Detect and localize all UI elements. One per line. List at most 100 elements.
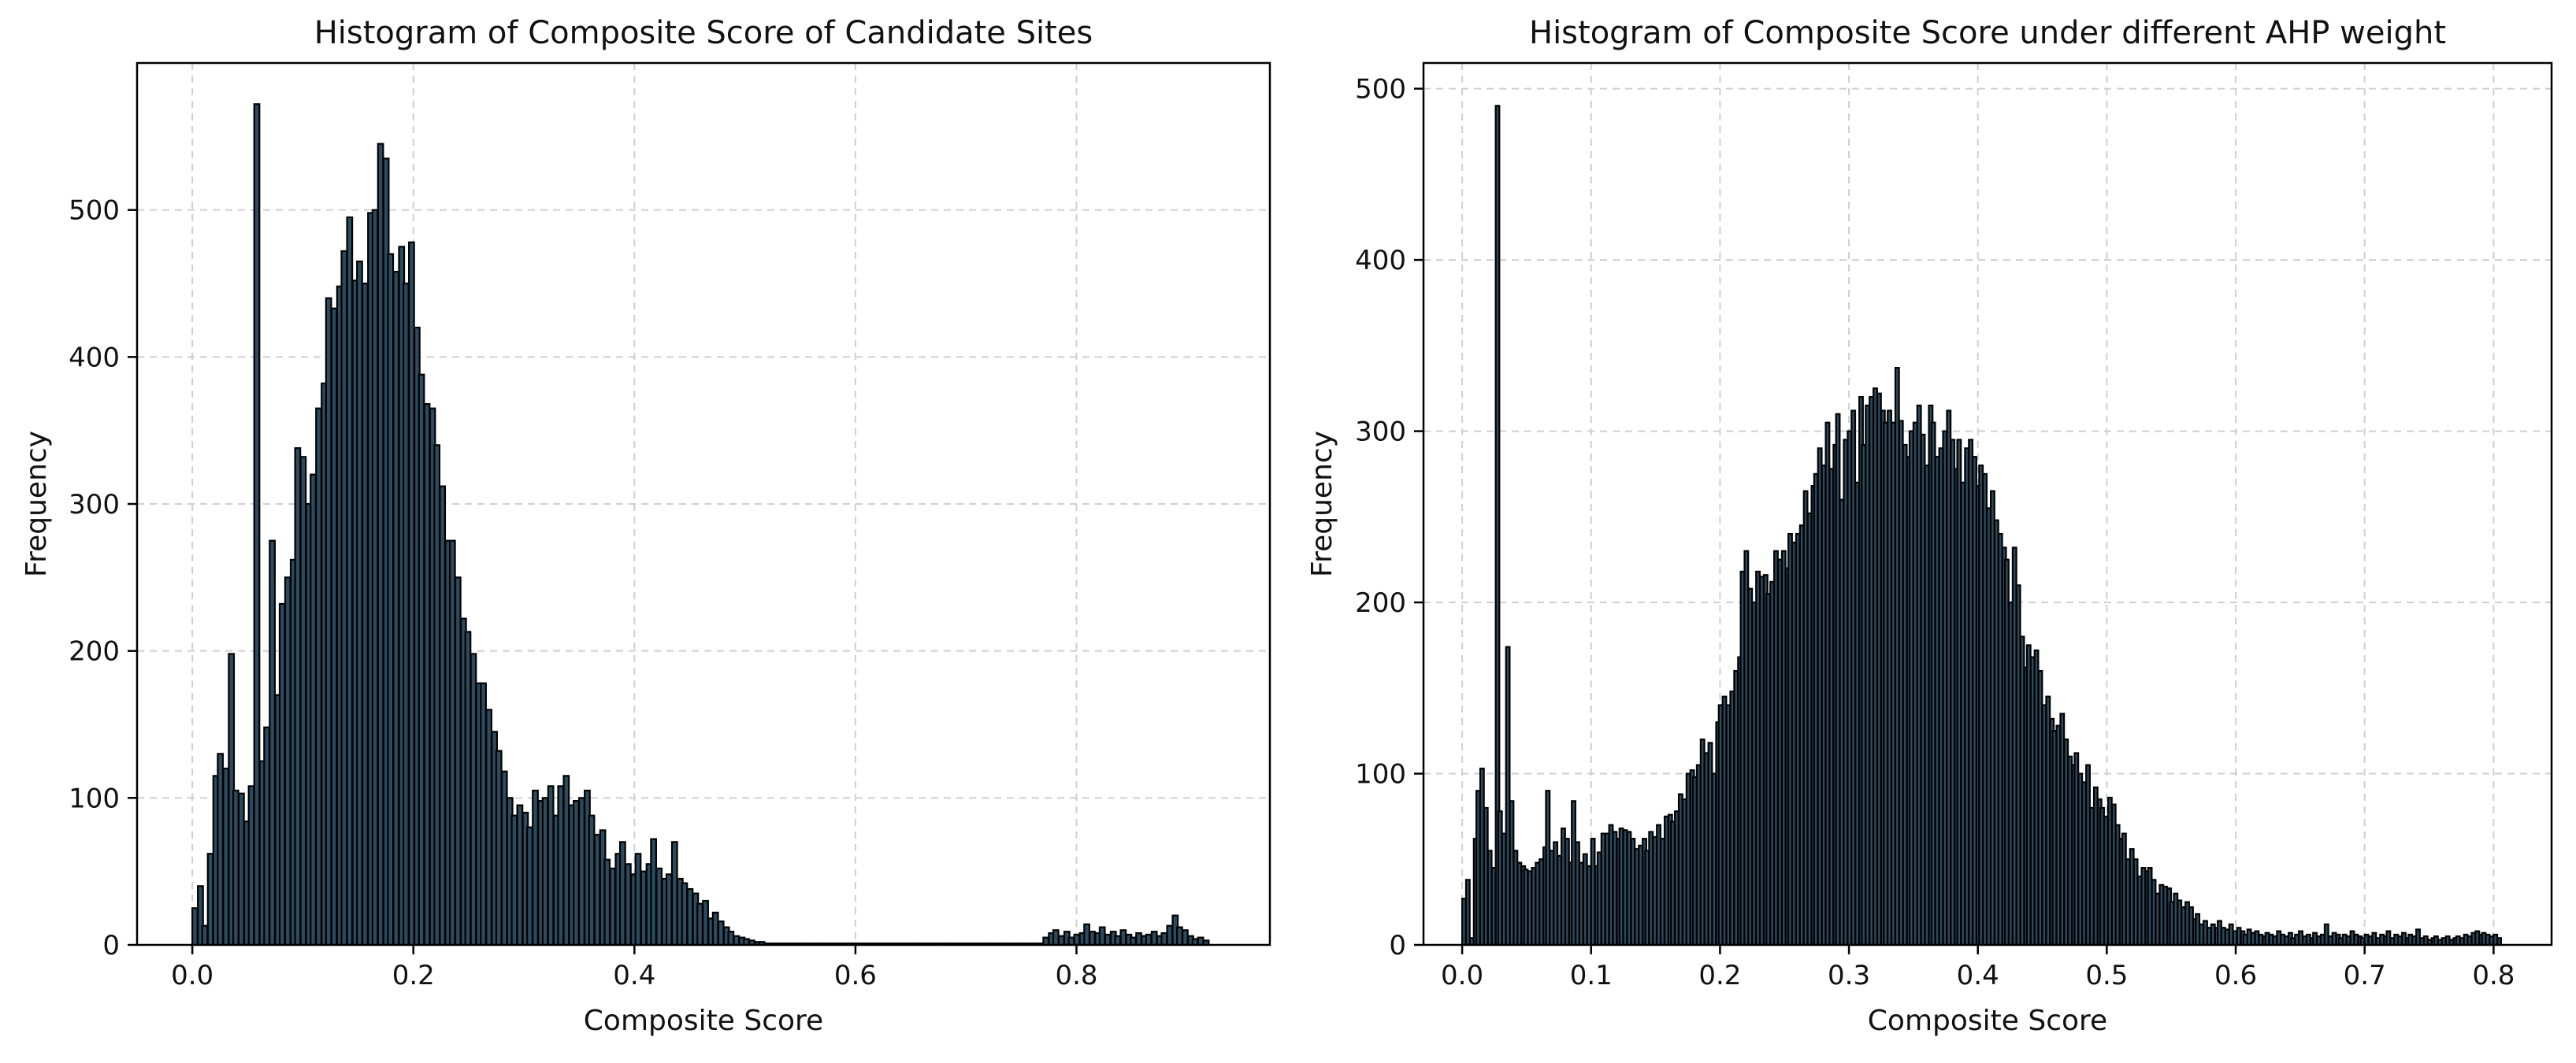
chart-left-bar-57 [486, 709, 492, 945]
chart-left-bar-0 [192, 908, 198, 945]
chart-left-bar-18 [285, 577, 291, 945]
chart-right-xtick-label-1: 0.1 [1570, 960, 1613, 991]
chart-left-bar-69 [548, 786, 554, 945]
chart-left-bar-5 [217, 754, 223, 945]
chart-left-bar-53 [466, 632, 471, 945]
chart-right-xtick-label-8: 0.8 [2472, 960, 2515, 991]
chart-left-xtick-label-4: 0.8 [1055, 960, 1097, 991]
chart-left-bar-74 [573, 801, 579, 945]
chart-left-bar-24 [316, 409, 321, 945]
chart-left-bar-32 [357, 261, 362, 945]
chart-left-bar-72 [564, 776, 570, 945]
chart-left-ytick-label-3: 300 [69, 489, 120, 520]
chart-left-bar-36 [378, 144, 384, 945]
chart-left-bar-105 [734, 936, 740, 945]
chart-left-bar-27 [332, 309, 337, 945]
chart-left-bar-50 [450, 541, 455, 945]
chart-left-bar-81 [610, 869, 615, 945]
chart-right-ytick-label-2: 200 [1355, 587, 1406, 619]
chart-left-bar-41 [403, 283, 409, 945]
chart-left-bar-20 [295, 448, 301, 945]
chart-left-bar-39 [393, 272, 399, 945]
chart-left-bar-33 [362, 283, 368, 945]
chart-left-bar-42 [409, 243, 414, 945]
chart-left-ytick-label-0: 0 [102, 930, 120, 961]
chart-left-bar-192 [1182, 930, 1188, 945]
chart-left-bar-60 [502, 772, 507, 945]
chart-left-bar-87 [641, 872, 647, 945]
chart-left-bar-99 [703, 901, 708, 945]
chart-left-bar-183 [1136, 933, 1141, 945]
chart-left-bar-12 [254, 104, 260, 945]
chart-left-bar-66 [533, 791, 538, 945]
chart-left-ytick-label-4: 400 [69, 342, 120, 373]
chart-left-bar-84 [625, 864, 631, 945]
chart-left-bar-2 [202, 926, 208, 945]
chart-left-bar-62 [512, 816, 518, 945]
chart-right-xtick-label-7: 0.7 [2344, 960, 2386, 991]
chart-left-bar-44 [419, 375, 425, 945]
chart-left-bar-93 [672, 842, 677, 945]
chart-left-bar-23 [310, 475, 316, 945]
chart-left-bar-179 [1115, 936, 1121, 945]
chart-left-bar-35 [373, 210, 378, 945]
chart-left-bar-83 [620, 842, 625, 945]
chart-left-bar-176 [1100, 928, 1105, 945]
chart-left-ytick-label-5: 500 [69, 195, 120, 227]
chart-left-bar-71 [559, 786, 564, 945]
chart-left-bar-78 [595, 835, 600, 945]
chart-left-bar-14 [264, 728, 269, 945]
chart-left-bar-51 [455, 577, 461, 945]
chart-right-ytick-label-5: 500 [1355, 74, 1406, 106]
chart-left-bar-180 [1121, 930, 1127, 945]
chart-left-xtick-label-1: 0.2 [392, 960, 435, 991]
chart-left-bar-189 [1167, 926, 1173, 945]
chart-left-bar-30 [347, 217, 353, 945]
chart-left-bar-90 [656, 869, 662, 945]
chart-left-bar-177 [1105, 935, 1111, 945]
chart-left-bar-6 [223, 769, 228, 945]
chart-left-bar-54 [471, 654, 477, 945]
chart-left-bar-92 [666, 874, 672, 945]
chart-right-ytick-label-0: 0 [1389, 930, 1406, 961]
chart-right-ytick-label-3: 300 [1355, 417, 1406, 448]
chart-left-bar-3 [208, 854, 213, 945]
chart-right-xtick-label-2: 0.2 [1698, 960, 1741, 991]
chart-left-bar-15 [269, 541, 275, 945]
chart-left-xtick-label-3: 0.6 [834, 960, 877, 991]
chart-left-bar-168 [1059, 936, 1064, 945]
chart-left-bar-75 [579, 798, 585, 945]
chart-left-bar-188 [1162, 933, 1167, 945]
chart-left-bar-29 [342, 251, 347, 945]
chart-right-xtick-label-3: 0.3 [1828, 960, 1870, 991]
chart-right-xtick-label-5: 0.5 [2085, 960, 2128, 991]
chart-left-bar-165 [1043, 938, 1049, 945]
chart-left-bar-195 [1198, 938, 1204, 945]
chart-right-title: Histogram of Composite Score under diffe… [1529, 15, 2446, 51]
chart-left-bar-38 [388, 254, 393, 945]
chart-right-bar-1 [1466, 880, 1470, 945]
chart-left-bar-47 [434, 445, 440, 945]
chart-right-bar-282 [2497, 938, 2501, 945]
chart-left-bar-186 [1152, 932, 1157, 945]
chart-left-bar-102 [718, 921, 724, 945]
chart-right-ytick-label-4: 400 [1355, 245, 1406, 276]
chart-left-bar-95 [682, 883, 688, 945]
chart-left-bar-77 [589, 816, 595, 945]
chart-right-ytick-label-1: 100 [1355, 759, 1406, 791]
chart-left-bar-65 [527, 828, 533, 945]
chart-left-bar-68 [543, 798, 548, 945]
chart-left-xtick-label-2: 0.4 [613, 960, 655, 991]
chart-left-bar-101 [713, 913, 718, 945]
chart-left-bar-104 [729, 932, 734, 945]
chart-left-x-label: Composite Score [584, 1005, 823, 1037]
chart-left-title: Histogram of Composite Score of Candidat… [314, 15, 1093, 51]
chart-right-xtick-label-0: 0.0 [1441, 960, 1483, 991]
chart-left-bar-63 [518, 806, 523, 945]
chart-left-bar-86 [636, 854, 641, 945]
chart-right-xtick-label-4: 0.4 [1957, 960, 1999, 991]
chart-left-y-label: Frequency [20, 431, 53, 577]
chart-left-bar-59 [496, 751, 502, 945]
chart-left-bar-56 [481, 683, 486, 945]
chart-left-bar-26 [326, 298, 332, 945]
